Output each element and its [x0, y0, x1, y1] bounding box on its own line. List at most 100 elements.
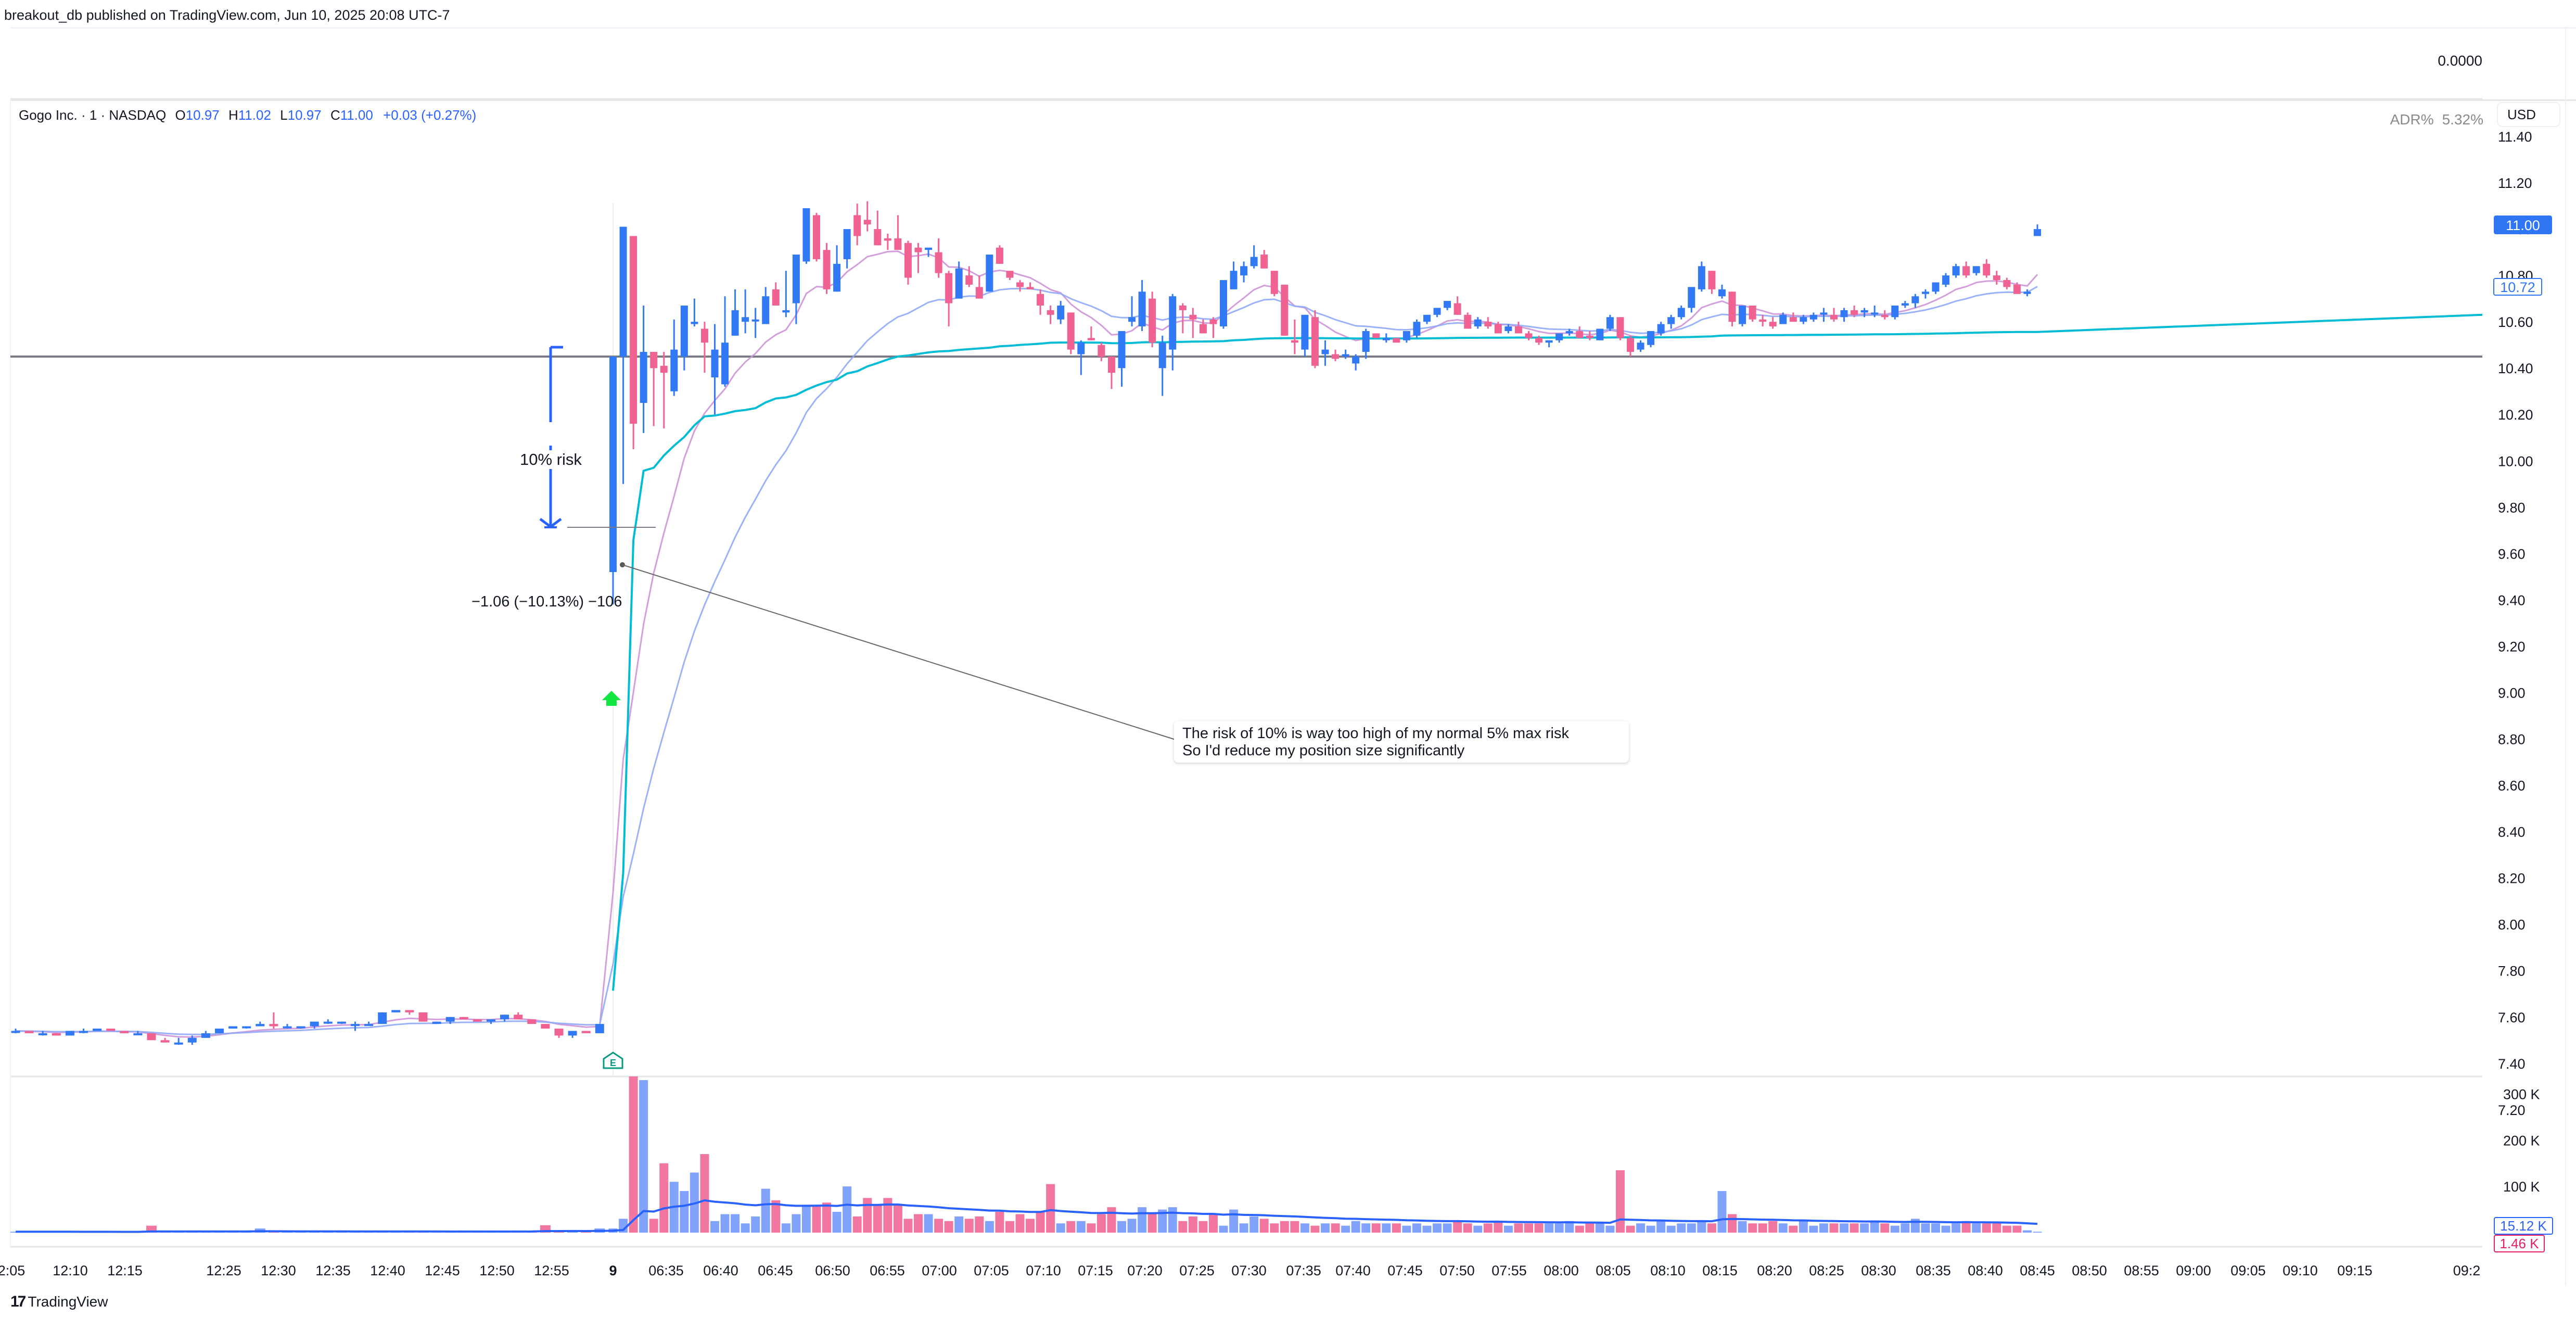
- svg-text:8.00: 8.00: [2498, 917, 2526, 933]
- note-line-1: The risk of 10% is way too high of my no…: [1182, 725, 1569, 742]
- open-value: 10.97: [185, 107, 220, 123]
- svg-text:200 K: 200 K: [2503, 1133, 2540, 1148]
- svg-text:07:30: 07:30: [1231, 1263, 1267, 1278]
- note-callout[interactable]: The risk of 10% is way too high of my no…: [1174, 721, 1629, 763]
- buy-signal-arrow-icon: [602, 691, 621, 706]
- risk-label[interactable]: 10% risk: [518, 450, 584, 469]
- svg-text:7.80: 7.80: [2498, 964, 2526, 979]
- candlesticks: [11, 201, 2041, 1045]
- adr-label: ADR%: [2390, 111, 2434, 128]
- price-axis[interactable]: 11.4011.2011.0010.8010.6010.4010.2010.00…: [2498, 129, 2533, 1118]
- volume-axis[interactable]: 300 K 200 K 100 K: [2503, 1087, 2540, 1195]
- indicator-top-pane: 0.0000: [10, 27, 2576, 101]
- svg-text:7.40: 7.40: [2498, 1056, 2526, 1072]
- svg-text:11.00: 11.00: [2506, 218, 2540, 233]
- earnings-marker-icon[interactable]: E: [603, 1051, 623, 1069]
- svg-text:06:45: 06:45: [758, 1263, 793, 1278]
- svg-text:11.40: 11.40: [2498, 129, 2532, 145]
- close-value: 11.00: [340, 107, 373, 123]
- svg-text:07:00: 07:00: [922, 1263, 957, 1278]
- svg-text:12:55: 12:55: [534, 1263, 569, 1278]
- ma-value-badge: 10.72: [2493, 278, 2542, 296]
- footer-brand[interactable]: 17 TradingView: [10, 1293, 108, 1311]
- svg-text:2:05: 2:05: [0, 1263, 25, 1278]
- svg-text:8.20: 8.20: [2498, 871, 2526, 886]
- svg-text:08:35: 08:35: [1916, 1263, 1951, 1278]
- svg-text:08:30: 08:30: [1861, 1263, 1896, 1278]
- svg-text:9.00: 9.00: [2498, 685, 2526, 701]
- svg-text:06:40: 06:40: [703, 1263, 738, 1278]
- svg-text:10.60: 10.60: [2498, 314, 2533, 330]
- svg-text:10.20: 10.20: [2498, 407, 2533, 423]
- svg-text:07:25: 07:25: [1179, 1263, 1215, 1278]
- svg-text:12:40: 12:40: [370, 1263, 405, 1278]
- svg-text:12:35: 12:35: [315, 1263, 351, 1278]
- svg-text:09:00: 09:00: [2176, 1263, 2211, 1278]
- svg-text:07:35: 07:35: [1286, 1263, 1321, 1278]
- svg-text:09:05: 09:05: [2230, 1263, 2266, 1278]
- svg-text:06:55: 06:55: [870, 1263, 905, 1278]
- svg-text:12:10: 12:10: [53, 1263, 88, 1278]
- svg-text:10.72: 10.72: [2500, 280, 2535, 295]
- svg-text:8.40: 8.40: [2498, 825, 2526, 840]
- svg-text:11.20: 11.20: [2498, 175, 2532, 191]
- svg-text:10.40: 10.40: [2498, 361, 2533, 376]
- svg-text:8.80: 8.80: [2498, 732, 2526, 747]
- svg-text:300 K: 300 K: [2503, 1087, 2540, 1102]
- svg-text:09:15: 09:15: [2337, 1263, 2373, 1278]
- measure-label[interactable]: −1.06 (−10.13%) −106: [471, 593, 622, 610]
- low-label: L: [280, 107, 288, 123]
- svg-text:12:15: 12:15: [107, 1263, 143, 1278]
- svg-text:08:00: 08:00: [1544, 1263, 1579, 1278]
- tradingview-logo-icon: 17: [10, 1293, 26, 1310]
- top-pane-value: 0.0000: [2438, 53, 2482, 69]
- svg-text:E: E: [610, 1058, 616, 1068]
- svg-text:08:25: 08:25: [1809, 1263, 1844, 1278]
- vol-badge: 1.46 K: [2494, 1235, 2545, 1252]
- svg-text:07:05: 07:05: [974, 1263, 1009, 1278]
- svg-text:12:25: 12:25: [206, 1263, 241, 1278]
- currency-button[interactable]: USD: [2497, 102, 2560, 127]
- svg-text:06:35: 06:35: [648, 1263, 684, 1278]
- svg-text:07:55: 07:55: [1491, 1263, 1527, 1278]
- symbol-legend: Gogo Inc. · 1 · NASDAQ O10.97 H11.02 L10…: [19, 107, 476, 123]
- time-axis[interactable]: 2:05 12:10 12:15 12:25 12:30 12:35 12:40 12:45 1…: [0, 1263, 2480, 1278]
- svg-text:10.00: 10.00: [2498, 453, 2533, 469]
- svg-text:9.20: 9.20: [2498, 639, 2526, 654]
- svg-text:09:10: 09:10: [2282, 1263, 2318, 1278]
- svg-text:08:15: 08:15: [1702, 1263, 1738, 1278]
- svg-text:07:45: 07:45: [1387, 1263, 1423, 1278]
- svg-text:08:45: 08:45: [2020, 1263, 2055, 1278]
- close-label: C: [330, 107, 340, 123]
- high-value: 11.02: [238, 107, 271, 123]
- svg-text:9: 9: [609, 1263, 617, 1278]
- svg-text:07:10: 07:10: [1026, 1263, 1061, 1278]
- svg-text:08:20: 08:20: [1757, 1263, 1792, 1278]
- note-line-2: So I'd reduce my position size significa…: [1182, 742, 1465, 759]
- svg-text:9.80: 9.80: [2498, 500, 2526, 515]
- svg-text:07:15: 07:15: [1078, 1263, 1113, 1278]
- svg-text:07:50: 07:50: [1439, 1263, 1475, 1278]
- svg-text:12:30: 12:30: [261, 1263, 296, 1278]
- adr-value: 5.32%: [2442, 111, 2483, 128]
- svg-text:08:50: 08:50: [2072, 1263, 2107, 1278]
- svg-text:8.60: 8.60: [2498, 778, 2526, 794]
- svg-text:09:2: 09:2: [2453, 1263, 2481, 1278]
- last-price-badge: 11.00: [2494, 216, 2552, 234]
- open-label: O: [175, 107, 186, 123]
- brand-name: TradingView: [28, 1294, 108, 1310]
- adr-indicator[interactable]: ADR% 5.32%: [2390, 111, 2483, 128]
- svg-text:7.60: 7.60: [2498, 1010, 2526, 1025]
- change-value: +0.03 (+0.27%): [383, 107, 477, 123]
- vol-ma-badge: 15.12 K: [2494, 1217, 2553, 1235]
- svg-text:07:20: 07:20: [1127, 1263, 1163, 1278]
- svg-text:7.20: 7.20: [2498, 1102, 2526, 1118]
- symbol-name[interactable]: Gogo Inc. · 1 · NASDAQ: [19, 107, 167, 123]
- note-connector: [620, 562, 1178, 741]
- svg-text:9.40: 9.40: [2498, 592, 2526, 608]
- published-caption: breakout_db published on TradingView.com…: [4, 7, 450, 23]
- svg-text:07:40: 07:40: [1335, 1263, 1371, 1278]
- moving-averages: [15, 250, 2483, 1038]
- svg-text:08:55: 08:55: [2124, 1263, 2159, 1278]
